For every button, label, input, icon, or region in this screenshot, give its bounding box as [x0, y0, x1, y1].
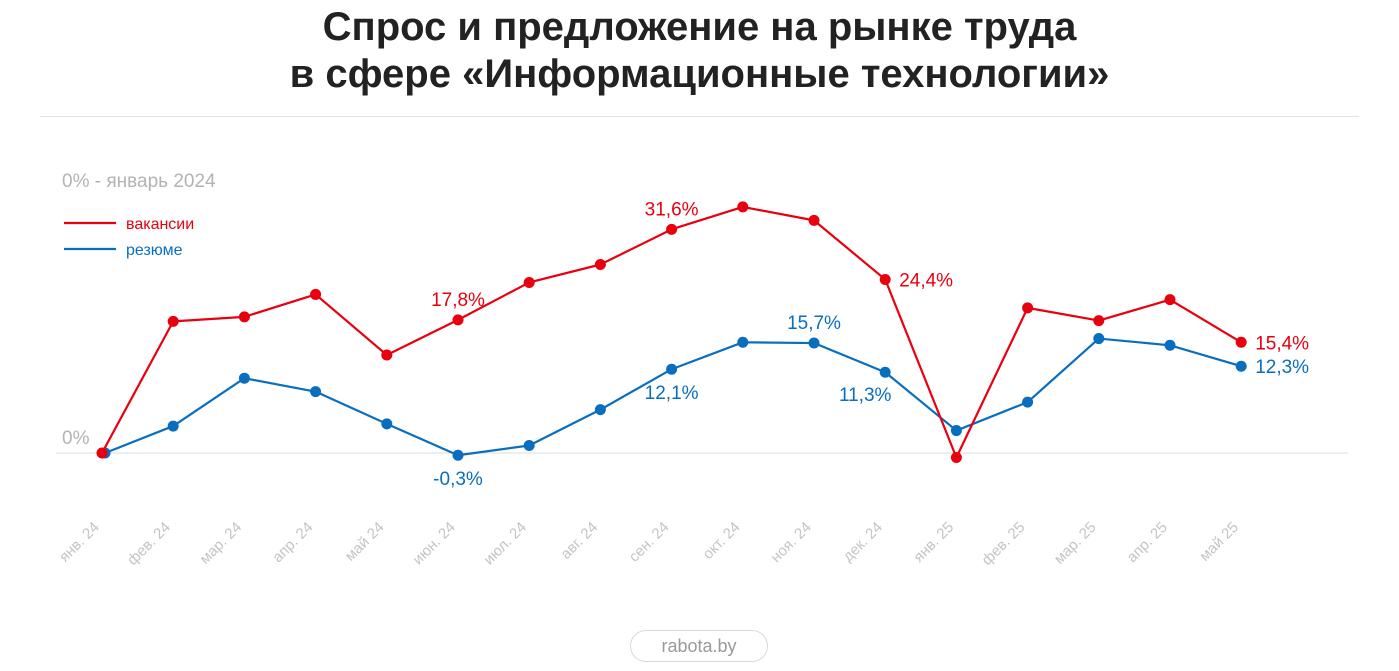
chart-title-line-1: Спрос и предложение на рынке труда [322, 5, 1077, 49]
x-tick-label: ноя. 24 [768, 519, 815, 566]
x-tick-label: апр. 25 [1124, 519, 1171, 566]
data-point-vacancies [238, 311, 250, 323]
data-point-resumes [666, 363, 678, 375]
data-point-resumes [1022, 396, 1034, 408]
data-label-resumes: 15,7% [787, 313, 841, 334]
data-label-vacancies: 15,4% [1255, 333, 1309, 354]
data-point-vacancies [167, 315, 179, 327]
series-line-vacancies [101, 205, 1242, 459]
data-point-resumes [594, 404, 606, 416]
data-point-vacancies [523, 276, 535, 288]
data-point-resumes [879, 366, 891, 378]
data-label-resumes: 11,3% [839, 385, 892, 406]
data-point-vacancies [879, 273, 891, 285]
x-tick-label: мар. 24 [196, 519, 245, 568]
data-label-resumes: -0,3% [433, 469, 483, 490]
x-tick-label: окт. 24 [700, 519, 744, 563]
x-tick-label: июл. 24 [480, 519, 530, 569]
data-point-resumes [737, 336, 749, 348]
title-divider [40, 116, 1359, 117]
zero-label: 0% [62, 428, 90, 449]
data-label-vacancies: 17,8% [431, 290, 485, 311]
data-point-vacancies [381, 349, 393, 361]
data-label-vacancies: 24,4% [899, 270, 953, 291]
data-point-resumes [381, 418, 393, 430]
data-point-vacancies [1235, 336, 1247, 348]
x-tick-label: сен. 24 [626, 519, 673, 566]
data-point-vacancies [808, 214, 820, 226]
data-point-vacancies [310, 288, 322, 300]
data-point-resumes [310, 386, 322, 398]
data-point-vacancies [96, 447, 108, 459]
data-label-resumes: 12,1% [645, 383, 699, 404]
data-point-vacancies [1164, 294, 1176, 306]
data-point-resumes [1164, 339, 1176, 351]
x-tick-label: авг. 24 [557, 519, 601, 563]
data-point-resumes [808, 337, 820, 349]
data-point-vacancies [594, 259, 606, 271]
data-point-vacancies [737, 201, 749, 213]
legend-label-resumes: резюме [126, 242, 183, 259]
x-tick-label: дек. 24 [840, 519, 886, 565]
x-tick-label: янв. 25 [910, 519, 957, 566]
data-point-vacancies [1022, 302, 1034, 314]
x-tick-label: янв. 24 [56, 519, 103, 566]
data-point-vacancies [452, 314, 464, 326]
data-point-resumes [238, 372, 250, 384]
data-point-resumes [1093, 333, 1105, 345]
data-point-resumes [1235, 360, 1247, 372]
source-badge[interactable]: rabota.by [630, 630, 768, 662]
base-period-note: 0% - январь 2024 [62, 171, 216, 192]
x-tick-label: июн. 24 [409, 519, 458, 568]
x-tick-label: фев. 24 [124, 519, 174, 569]
data-point-resumes [950, 425, 962, 437]
chart-title-line-2: в сфере «Информационные технологии» [289, 52, 1110, 96]
data-point-vacancies [950, 451, 962, 463]
x-tick-label: май 24 [342, 519, 388, 565]
data-label-vacancies: 31,6% [645, 199, 699, 220]
data-point-vacancies [666, 223, 678, 235]
legend-label-vacancies: вакансии [126, 216, 194, 233]
chart-title: Спрос и предложение на рынке труда в сфе… [0, 4, 1399, 98]
data-point-resumes [452, 449, 464, 461]
x-tick-label: май 25 [1196, 519, 1242, 565]
x-tick-label: апр. 24 [269, 519, 316, 566]
data-point-vacancies [1093, 315, 1105, 327]
x-tick-label: мар. 25 [1051, 519, 1100, 568]
data-point-resumes [523, 440, 535, 452]
data-point-resumes [167, 420, 179, 432]
x-tick-label: фев. 25 [978, 519, 1028, 569]
data-label-resumes: 12,3% [1255, 357, 1309, 378]
